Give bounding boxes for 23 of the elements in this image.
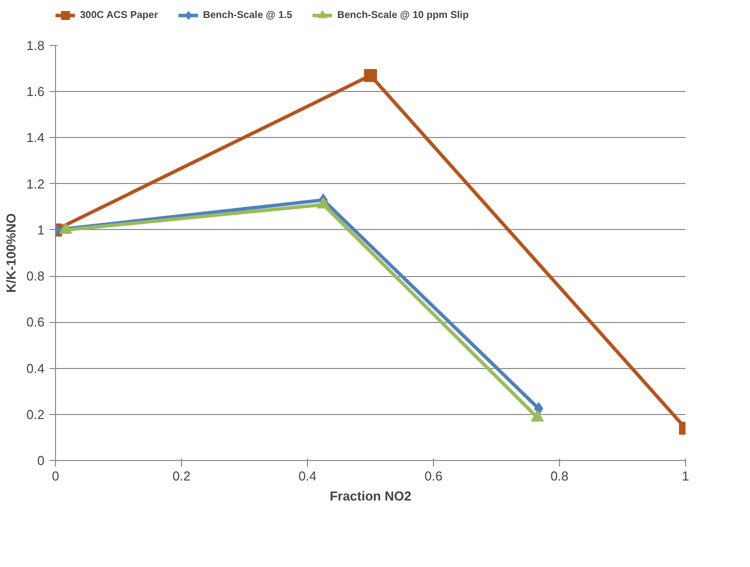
point xyxy=(316,197,330,209)
legend-label: Bench-Scale @ 1.5 xyxy=(203,10,292,20)
x-tick-label: 0.4 xyxy=(298,468,317,484)
x-tick-label: 0 xyxy=(52,468,60,484)
y-tick-label: 0.8 xyxy=(26,268,45,284)
y-tick-label: 0 xyxy=(37,453,45,468)
x-tick-label: 1 xyxy=(682,468,690,484)
y-tick-label: 1 xyxy=(37,222,45,238)
x-tick-label: 0.2 xyxy=(172,468,191,484)
legend-label: 300C ACS Paper xyxy=(80,10,158,20)
point xyxy=(530,410,544,422)
y-tick-label: 1.6 xyxy=(26,84,45,100)
x-axis-title: Fraction NO2 xyxy=(330,488,412,504)
y-tick-label: 0.6 xyxy=(26,314,45,330)
x-tick-label: 0.6 xyxy=(424,468,443,484)
y-tick-label: 1.8 xyxy=(26,38,45,53)
x-tick-label: 0.8 xyxy=(550,468,569,484)
y-axis-title: K/K-100%NO xyxy=(3,213,18,293)
y-tick-label: 1.2 xyxy=(26,176,45,192)
y-tick-label: 1.4 xyxy=(26,130,45,146)
y-tick-label: 0.2 xyxy=(26,406,45,422)
y-tick-label: 0.4 xyxy=(26,360,45,376)
legend-label: Bench-Scale @ 10 ppm Slip xyxy=(337,10,469,20)
